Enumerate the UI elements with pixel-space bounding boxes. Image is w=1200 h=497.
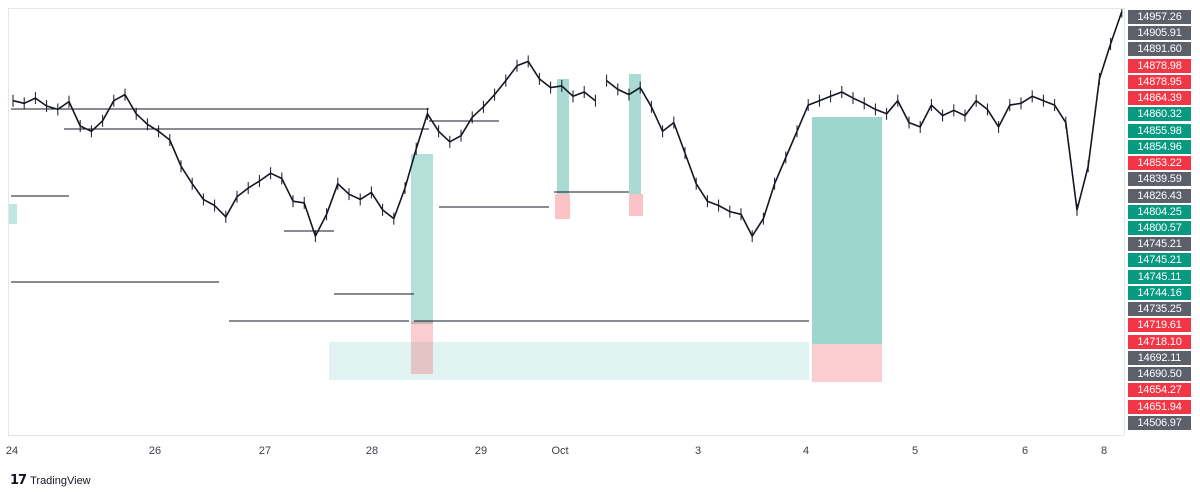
price-label: 14745.21	[1128, 253, 1191, 268]
price-label: 14744.16	[1128, 285, 1191, 300]
zone-rect	[9, 204, 17, 224]
time-label: 4	[802, 445, 810, 457]
zone-rect	[629, 74, 641, 194]
price-label: 14839.59	[1128, 172, 1191, 187]
price-label: 14654.27	[1128, 383, 1191, 398]
time-label: 3	[694, 445, 702, 457]
price-label: 14864.39	[1128, 91, 1191, 106]
time-label: 29	[474, 445, 488, 457]
price-label: 14800.57	[1128, 221, 1191, 235]
price-label: 14891.60	[1128, 42, 1191, 57]
price-label: 14692.11	[1128, 350, 1191, 365]
price-label: 14735.25	[1128, 302, 1191, 317]
time-label: 8	[1100, 445, 1108, 457]
price-label: 14718.10	[1128, 334, 1191, 349]
levels-layer	[11, 108, 809, 322]
price-label: 14506.97	[1128, 415, 1191, 430]
price-label: 14745.11	[1128, 269, 1191, 284]
time-label: 27	[258, 445, 272, 457]
zone-rect	[411, 321, 433, 374]
zone-rect	[629, 194, 643, 216]
time-label: 6	[1021, 445, 1029, 457]
price-label: 14878.95	[1128, 74, 1191, 89]
brand-name: TradingView	[30, 474, 91, 487]
zone-rect	[557, 79, 569, 194]
price-axis[interactable]: 14957.26 14905.91 14891.60 14878.98 14878.95…	[1125, 8, 1195, 438]
zone-rect	[812, 344, 882, 382]
price-label: 14826.43	[1128, 188, 1191, 203]
price-label: 14957.26	[1128, 10, 1191, 24]
time-label: 26	[148, 445, 162, 457]
tradingview-logo-icon: 17	[10, 473, 27, 488]
price-label: 14690.50	[1128, 367, 1191, 382]
time-label: 28	[365, 445, 379, 457]
time-axis[interactable]: 24 26 27 28 29 Oct 3 4 5 6 8	[5, 438, 1125, 462]
price-label: 14745.21	[1128, 237, 1191, 252]
zone-rect	[411, 154, 433, 324]
price-series-1	[12, 60, 596, 237]
zone-rect	[329, 342, 809, 380]
time-label: 24	[5, 445, 19, 457]
price-label: 14855.98	[1128, 123, 1191, 138]
time-label: Oct	[551, 445, 569, 457]
price-label: 14905.91	[1128, 26, 1191, 41]
price-label: 14878.98	[1128, 58, 1191, 73]
zones-layer	[9, 74, 882, 382]
price-label: 14860.32	[1128, 107, 1191, 122]
time-label: 5	[911, 445, 919, 457]
price-label: 14804.25	[1128, 204, 1191, 219]
price-series-layer	[12, 9, 1123, 243]
price-label: 14651.94	[1128, 399, 1191, 414]
brand-watermark[interactable]: 17 TradingView	[10, 473, 91, 488]
price-label: 14853.22	[1128, 156, 1191, 171]
price-label: 14719.61	[1128, 318, 1191, 333]
zone-rect	[812, 117, 882, 344]
chart-area[interactable]	[8, 8, 1125, 436]
price-label: 14854.96	[1128, 139, 1191, 154]
zone-rect	[555, 194, 570, 219]
price-plot[interactable]	[9, 9, 1126, 437]
